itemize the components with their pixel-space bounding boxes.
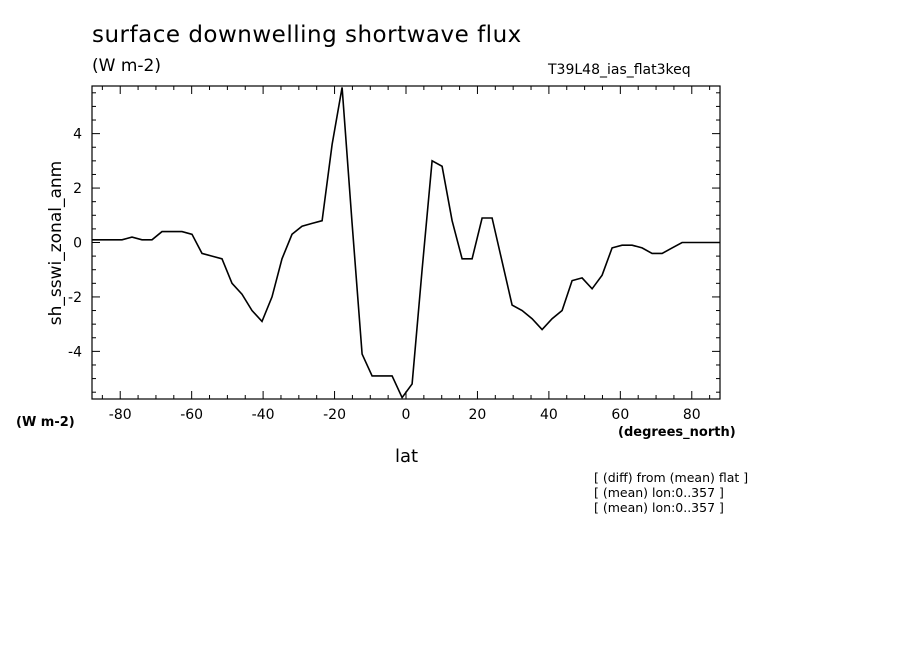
note-line: [ (mean) lon:0..357 ]: [594, 500, 724, 515]
y-tick-label: 4: [73, 127, 82, 143]
y-tick-label: 0: [73, 236, 82, 252]
plot-frame: [91, 85, 721, 400]
y-tick-label: 2: [73, 181, 82, 197]
x-tick-label: -60: [180, 407, 203, 423]
chart-units: (W m-2): [92, 56, 161, 76]
x-tick-label: 60: [611, 407, 629, 423]
series-line: [92, 87, 720, 400]
x-tick-label: 40: [540, 407, 558, 423]
processing-notes: [ (diff) from (mean) flat ] [ (mean) lon…: [594, 470, 748, 515]
x-tick-label: 80: [683, 407, 701, 423]
y-tick-label: -4: [68, 344, 82, 360]
x-tick-label: -40: [252, 407, 275, 423]
x-tick-label: 20: [469, 407, 487, 423]
note-line: [ (diff) from (mean) flat ]: [594, 470, 749, 485]
x-tick-label: -80: [109, 407, 132, 423]
x-axis-label: lat: [395, 446, 419, 467]
chart-title: surface downwelling shortwave flux: [92, 22, 522, 48]
x-tick-label: 0: [402, 407, 411, 423]
axis-ticks: [92, 86, 720, 399]
x-tick-label: -20: [323, 407, 346, 423]
y-axis-units: (W m-2): [16, 415, 75, 430]
x-axis-units: (degrees_north): [618, 425, 736, 440]
note-line: [ (mean) lon:0..357 ]: [594, 485, 724, 500]
run-identifier: T39L48_ias_flat3keq: [548, 62, 691, 78]
y-tick-label: -2: [68, 290, 82, 306]
